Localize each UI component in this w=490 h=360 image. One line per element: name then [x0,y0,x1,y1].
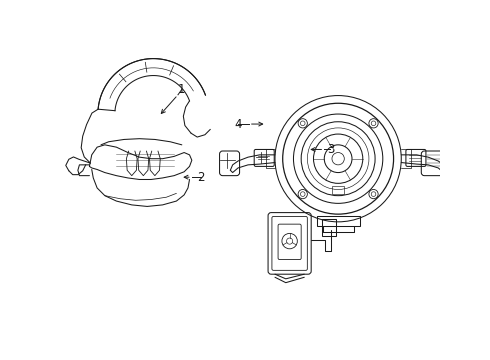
Text: 2: 2 [197,171,205,184]
Text: 1: 1 [178,83,186,96]
Text: 4: 4 [234,118,242,131]
Bar [322,219,336,236]
Bar [332,186,344,194]
Bar [317,216,360,226]
Text: 3: 3 [327,143,334,156]
